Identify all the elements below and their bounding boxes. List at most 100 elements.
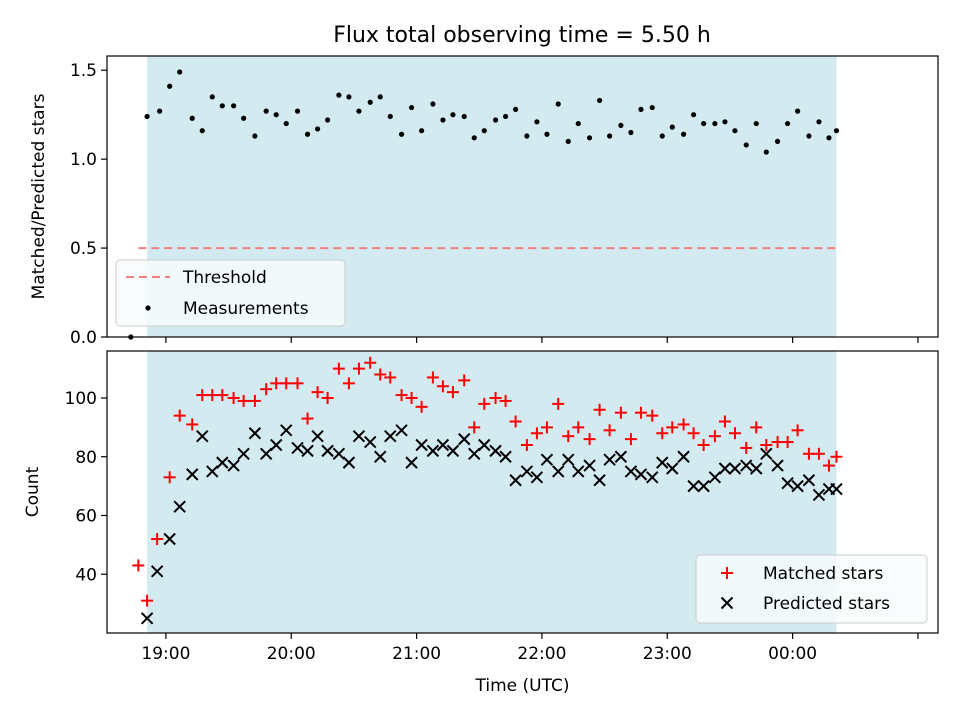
predicted-star-marker: [562, 453, 575, 466]
matched-star-marker: [132, 559, 145, 572]
predicted-star-marker: [216, 456, 229, 469]
matched-star-marker: [781, 436, 794, 449]
matched-star-marker: [186, 418, 199, 431]
measurement-point: [440, 117, 446, 123]
top-panel: 0.0 0.5 1.0 1.5 Matched/Predicted stars Thr…: [29, 55, 939, 348]
legend-matched-swatch: [721, 567, 733, 579]
matched-star-marker: [708, 430, 721, 443]
measurement-point: [430, 101, 436, 107]
top-ytick-label: 1.0: [70, 150, 97, 170]
xtick-label: 20:00: [267, 644, 316, 664]
top-panel-frame: [106, 55, 939, 338]
predicted-star-marker: [593, 474, 606, 487]
matched-star-marker: [332, 362, 345, 375]
predicted-star-marker: [583, 459, 596, 472]
measurement-point: [524, 133, 530, 139]
measurement-point: [513, 106, 519, 112]
matched-star-marker: [151, 533, 164, 545]
predicted-star-marker: [634, 468, 648, 481]
matched-star-marker: [395, 389, 408, 402]
predicted-star-marker: [163, 532, 176, 546]
matched-star-marker: [237, 394, 250, 407]
measurement-point: [408, 104, 415, 111]
measurement-point: [712, 120, 718, 127]
matched-star-marker: [216, 389, 229, 402]
measurement-point: [263, 108, 269, 114]
predicted-star-marker: [603, 453, 616, 466]
legend-predicted-marker: [720, 596, 734, 610]
predicted-star-marker: [830, 482, 843, 496]
predicted-star-marker: [718, 462, 732, 475]
predicted-star-marker: [520, 465, 534, 478]
matched-star-marker: [342, 377, 355, 390]
bot-ytick-label: 40: [75, 565, 97, 585]
measurement-point: [367, 99, 373, 105]
predicted-star-marker: [489, 444, 502, 458]
predicted-star-marker: [728, 462, 742, 475]
legend-matched-marker: [721, 567, 733, 579]
predicted-star-marker: [173, 500, 186, 513]
predicted-star-marker: [342, 456, 356, 469]
predicted-star-marker: [802, 474, 816, 487]
measurement-point: [314, 126, 321, 132]
top-ytick-label: 0.5: [70, 239, 97, 259]
bot-ytick-label: 100: [65, 389, 97, 409]
legend-measurements-label: Measurements: [183, 299, 309, 319]
top-y-axis-label: Matched/Predicted stars: [29, 93, 49, 299]
matched-star-marker: [374, 368, 387, 381]
legend-predicted-label: Predicted stars: [763, 594, 890, 614]
matched-star-marker: [540, 421, 553, 434]
measurement-point: [450, 112, 456, 118]
measurement-point: [816, 119, 822, 125]
predicted-star-marker: [364, 435, 377, 449]
measurement-point: [784, 120, 791, 127]
predicted-star-marker: [352, 429, 366, 443]
measurement-point: [586, 135, 593, 141]
predicted-star-marker: [270, 438, 283, 452]
matched-star-marker: [173, 409, 186, 422]
matched-star-marker: [248, 394, 261, 407]
measurement-point: [481, 128, 487, 134]
predicted-star-marker: [374, 450, 387, 463]
matched-star-marker: [593, 403, 606, 416]
measurement-point: [377, 94, 383, 100]
predicted-star-marker: [750, 462, 763, 475]
xtick-label: 00:00: [768, 644, 817, 664]
legend-measurements-swatch: [145, 305, 151, 311]
matched-star-marker: [509, 415, 522, 428]
matched-star-marker: [141, 594, 154, 607]
predicted-star-marker: [384, 429, 397, 443]
matched-star-marker: [822, 459, 835, 472]
predicted-star-marker: [237, 447, 250, 461]
matched-star-marker: [384, 371, 397, 384]
matched-star-marker: [666, 421, 679, 434]
matched-star-marker: [614, 406, 627, 419]
matched-star-marker: [311, 386, 324, 399]
measurement-point: [659, 133, 665, 139]
legend-threshold-label: Threshold: [182, 268, 267, 288]
matched-star-marker: [206, 389, 219, 402]
measurement-point: [144, 113, 150, 120]
measurement-point: [826, 135, 832, 141]
matched-star-marker: [446, 386, 459, 399]
matched-star-marker: [530, 427, 543, 440]
matched-star-marker: [468, 421, 481, 434]
matched-star-marker: [364, 356, 377, 369]
measurement-point: [273, 112, 279, 118]
measurement-point: [356, 108, 362, 114]
predicted-star-marker: [196, 429, 209, 443]
predicted-star-marker: [760, 447, 773, 461]
predicted-star-marker: [468, 447, 481, 461]
measurement-point: [607, 133, 613, 139]
measurement-point: [461, 113, 467, 120]
measurement-point: [722, 119, 728, 125]
measurement-point: [492, 117, 499, 123]
measurement-point: [167, 83, 173, 89]
measurement-point: [628, 129, 634, 136]
matched-star-marker: [321, 392, 334, 404]
predicted-star-marker: [687, 479, 700, 493]
xtick-label: 19:00: [141, 644, 190, 664]
matched-star-marker: [750, 421, 763, 434]
predicted-star-marker: [446, 444, 460, 458]
measurement-point: [177, 69, 183, 75]
